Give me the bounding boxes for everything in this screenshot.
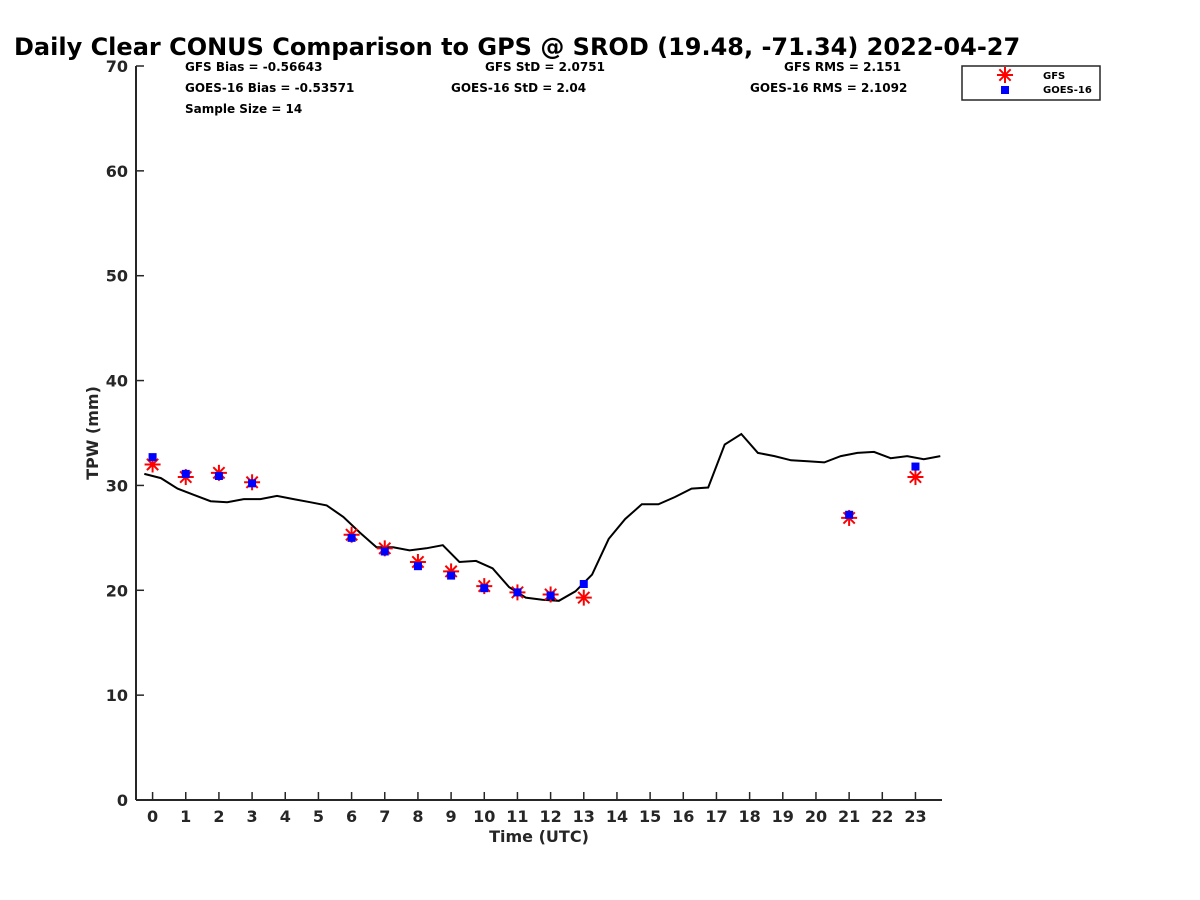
x-tick-label: 12 bbox=[539, 807, 561, 826]
x-tick-label: 22 bbox=[871, 807, 893, 826]
goes-16-point bbox=[347, 533, 356, 542]
x-tick-label: 2 bbox=[213, 807, 224, 826]
y-tick-label: 0 bbox=[117, 791, 128, 810]
gps-line bbox=[144, 432, 941, 602]
goes-16-point bbox=[214, 471, 223, 480]
gfs-point bbox=[907, 469, 924, 486]
x-tick-label: 9 bbox=[446, 807, 457, 826]
goes-16-point bbox=[845, 510, 854, 519]
goes-16-point bbox=[546, 591, 555, 600]
legend-goes-marker bbox=[1001, 86, 1009, 94]
legend-goes-square bbox=[1001, 86, 1009, 94]
x-tick-label: 21 bbox=[838, 807, 860, 826]
goes-16-point bbox=[911, 462, 920, 471]
x-axis-label: Time (UTC) bbox=[489, 827, 589, 846]
goes-16-point bbox=[248, 479, 257, 488]
x-tick-label: 10 bbox=[473, 807, 495, 826]
gfs-bias-label: GFS Bias = -0.56643 bbox=[185, 60, 322, 74]
goes-rms-label: GOES-16 RMS = 2.1092 bbox=[750, 81, 907, 95]
y-tick-label: 20 bbox=[106, 581, 128, 600]
gfs-rms-label: GFS RMS = 2.151 bbox=[784, 60, 901, 74]
goes-16-point bbox=[413, 562, 422, 571]
y-tick-label: 50 bbox=[106, 267, 128, 286]
goes-16-point bbox=[380, 547, 389, 556]
sample-size-label: Sample Size = 14 bbox=[185, 102, 302, 116]
y-tick-label: 40 bbox=[106, 372, 128, 391]
x-tick-label: 19 bbox=[772, 807, 794, 826]
legend-gfs-marker bbox=[997, 67, 1013, 83]
x-tick-label: 14 bbox=[606, 807, 628, 826]
goes-std-label: GOES-16 StD = 2.04 bbox=[451, 81, 586, 95]
x-tick-label: 11 bbox=[506, 807, 528, 826]
legend-gfs-asterisk bbox=[997, 67, 1013, 83]
y-tick-label: 30 bbox=[106, 476, 128, 495]
x-tick-label: 8 bbox=[412, 807, 423, 826]
y-ticks: 0 10 20 30 40 50 60 70 bbox=[106, 57, 144, 810]
goes-16-point bbox=[148, 453, 157, 462]
goes-16-point bbox=[447, 571, 456, 580]
x-ticks: 0 1 2 3 4 5 6 7 8 9 10 11 12 13 14 15 16 17 18 19 20 21 22 23 bbox=[147, 792, 927, 826]
gfs-std-label: GFS StD = 2.0751 bbox=[485, 60, 605, 74]
x-tick-label: 20 bbox=[805, 807, 827, 826]
y-tick-label: 10 bbox=[106, 686, 128, 705]
goes-16-series bbox=[148, 453, 920, 600]
x-tick-label: 4 bbox=[280, 807, 291, 826]
x-tick-label: 16 bbox=[672, 807, 694, 826]
x-tick-label: 23 bbox=[904, 807, 926, 826]
x-tick-label: 15 bbox=[639, 807, 661, 826]
gfs-point bbox=[575, 589, 592, 606]
y-axis-label: TPW (mm) bbox=[83, 386, 102, 480]
x-tick-label: 13 bbox=[573, 807, 595, 826]
y-tick-label: 60 bbox=[106, 162, 128, 181]
legend: GFS GOES-16 bbox=[961, 65, 1101, 101]
x-tick-label: 3 bbox=[247, 807, 258, 826]
goes-16-point bbox=[181, 469, 190, 478]
legend-goes-label: GOES-16 bbox=[1043, 85, 1092, 96]
x-tick-label: 18 bbox=[738, 807, 760, 826]
goes-16-point bbox=[579, 579, 588, 588]
chart-title: Daily Clear CONUS Comparison to GPS @ SR… bbox=[14, 33, 1020, 61]
x-tick-label: 0 bbox=[147, 807, 158, 826]
goes-16-point bbox=[480, 584, 489, 593]
goes-bias-label: GOES-16 Bias = -0.53571 bbox=[185, 81, 354, 95]
x-tick-label: 1 bbox=[180, 807, 191, 826]
legend-box bbox=[961, 65, 1101, 101]
x-tick-label: 5 bbox=[313, 807, 324, 826]
x-tick-label: 7 bbox=[379, 807, 390, 826]
y-tick-label: 70 bbox=[106, 57, 128, 76]
gps-line-series bbox=[144, 432, 941, 602]
x-tick-label: 6 bbox=[346, 807, 357, 826]
x-tick-label: 17 bbox=[705, 807, 727, 826]
legend-gfs-label: GFS bbox=[1043, 71, 1065, 82]
goes-16-point bbox=[513, 588, 522, 597]
gfs-series bbox=[144, 456, 924, 606]
